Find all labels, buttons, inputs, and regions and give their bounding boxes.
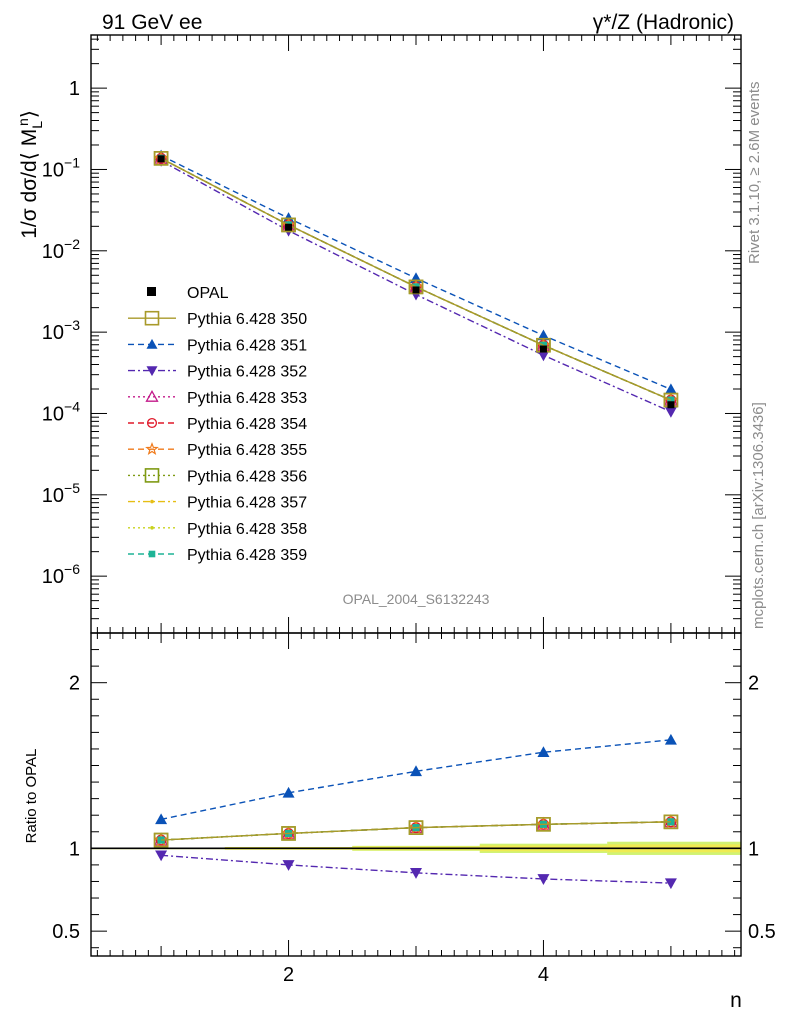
legend-marker <box>148 550 156 558</box>
legend: OPAL Pythia 6.428 350 Pythia 6.428 351 Pyth… <box>128 285 307 564</box>
legend-label: Pythia 6.428 357 <box>187 495 307 512</box>
ratio-series-pythia-6-428-350 <box>153 814 679 848</box>
y-tick-label: 10−2 <box>42 236 80 263</box>
ratio-panel: 2 4 0.5 0.5 1 1 2 2 <box>52 632 776 986</box>
y-tick-label: 10−1 <box>42 154 80 181</box>
legend-label: Pythia 6.428 350 <box>187 311 307 328</box>
legend-marker <box>145 441 159 456</box>
data-point <box>537 329 550 341</box>
legend-item-pythia-6-428-352: Pythia 6.428 352 <box>128 364 307 381</box>
legend-marker <box>150 499 154 504</box>
series-opal <box>157 155 675 409</box>
legend-marker <box>144 310 160 326</box>
ratio-y-axis-label: Ratio to OPAL <box>23 749 40 844</box>
legend-item-pythia-6-428-351: Pythia 6.428 351 <box>128 337 307 354</box>
legend-label: OPAL <box>187 285 229 302</box>
y-tick-label: 2 <box>69 673 80 695</box>
data-point <box>537 350 550 362</box>
data-point <box>667 401 675 409</box>
legend-label: Pythia 6.428 354 <box>187 416 307 433</box>
legend-marker <box>146 338 158 349</box>
legend-label: Pythia 6.428 355 <box>187 442 307 459</box>
main-panel: 10−6 10−5 10−4 10−3 10−2 10−1 1 <box>42 34 742 634</box>
y-tick-label: 0.5 <box>52 921 80 943</box>
y-tick-label: 10−6 <box>42 561 80 588</box>
legend-marker <box>145 389 159 402</box>
ratio-point <box>664 878 677 890</box>
y-tick-label: 10−5 <box>42 480 80 507</box>
watermark: OPAL_2004_S6132243 <box>343 591 490 607</box>
ratio-point <box>537 746 550 758</box>
ratio-series-pythia-6-428-352 <box>155 850 677 890</box>
data-point <box>285 223 293 231</box>
legend-item-pythia-6-428-356: Pythia 6.428 356 <box>128 468 307 485</box>
ratio-point <box>410 868 422 879</box>
x-tick-label: 4 <box>538 964 549 986</box>
data-point <box>412 286 420 294</box>
x-tick-label: 2 <box>283 964 294 986</box>
ratio-point <box>408 820 424 835</box>
series-pythia-6-428-351 <box>155 149 677 395</box>
data-point <box>664 406 677 418</box>
legend-item-pythia-6-428-359: Pythia 6.428 359 <box>128 547 307 564</box>
ratio-point <box>282 786 295 798</box>
ratio-line <box>161 821 671 841</box>
legend-item-pythia-6-428-357: Pythia 6.428 357 <box>128 495 307 512</box>
legend-marker <box>147 287 156 296</box>
y-tick-label-right: 0.5 <box>748 921 776 943</box>
data-point <box>664 383 677 395</box>
legend-item-pythia-6-428-353: Pythia 6.428 353 <box>128 390 307 407</box>
ratio-point <box>155 813 168 825</box>
data-point <box>281 217 296 233</box>
ratio-point <box>281 826 296 841</box>
y-tick-label: 10−4 <box>42 398 80 425</box>
data-point <box>153 151 169 166</box>
legend-label: Pythia 6.428 358 <box>187 521 307 538</box>
legend-label: Pythia 6.428 359 <box>187 547 307 564</box>
legend-label: Pythia 6.428 351 <box>187 337 307 354</box>
ratio-line <box>160 739 671 821</box>
main-frame <box>90 34 742 634</box>
y-axis-label-text: 1/σ dσ/d⟨ MLn⟩ <box>15 110 45 239</box>
ratio-frame <box>90 632 742 957</box>
y-tick-label: 10−3 <box>42 317 80 344</box>
legend-label: Pythia 6.428 352 <box>187 364 307 381</box>
legend-item-pythia-6-428-350: Pythia 6.428 350 <box>128 310 307 328</box>
x-axis-label: n <box>730 989 742 1012</box>
data-point <box>539 345 547 353</box>
y-tick-label: 1 <box>69 838 80 860</box>
legend-marker <box>150 526 154 530</box>
legend-label: Pythia 6.428 353 <box>187 390 307 407</box>
ratio-point <box>282 860 295 871</box>
ratio-point <box>663 814 679 830</box>
ratio-point <box>536 817 551 832</box>
mcplots-text: mcplots.cern.ch [arXiv:1306.3436] <box>750 402 767 629</box>
legend-item-pythia-6-428-355: Pythia 6.428 355 <box>128 441 307 459</box>
main-y-axis-label: 1/σ dσ/d⟨ MLn⟩ <box>15 110 45 239</box>
y-tick-label-right: 2 <box>748 673 759 695</box>
ratio-point <box>155 850 168 862</box>
data-point <box>667 396 675 404</box>
y-tick-label: 1 <box>69 78 80 100</box>
legend-marker <box>146 366 158 377</box>
legend-marker <box>144 468 160 483</box>
ratio-point <box>153 832 169 848</box>
ratio-point <box>157 836 165 844</box>
legend-label: Pythia 6.428 356 <box>187 468 307 485</box>
y-tick-label-right: 1 <box>748 838 759 860</box>
ratio-point <box>410 765 422 777</box>
ratio-point <box>664 733 677 745</box>
rivet-text: Rivet 3.1.10, ≥ 2.6M events <box>746 82 763 265</box>
header-right: γ*/Z (Hadronic) <box>593 11 734 34</box>
ratio-series-pythia-6-428-351 <box>155 733 677 825</box>
legend-marker <box>146 417 158 429</box>
ratio-point <box>667 818 675 826</box>
legend-item-opal: OPAL <box>147 285 229 302</box>
ratio-point <box>537 874 550 885</box>
header-left: 91 GeV ee <box>102 11 202 34</box>
legend-item-pythia-6-428-354: Pythia 6.428 354 <box>128 416 307 433</box>
data-point <box>157 155 165 163</box>
legend-item-pythia-6-428-358: Pythia 6.428 358 <box>128 521 307 538</box>
